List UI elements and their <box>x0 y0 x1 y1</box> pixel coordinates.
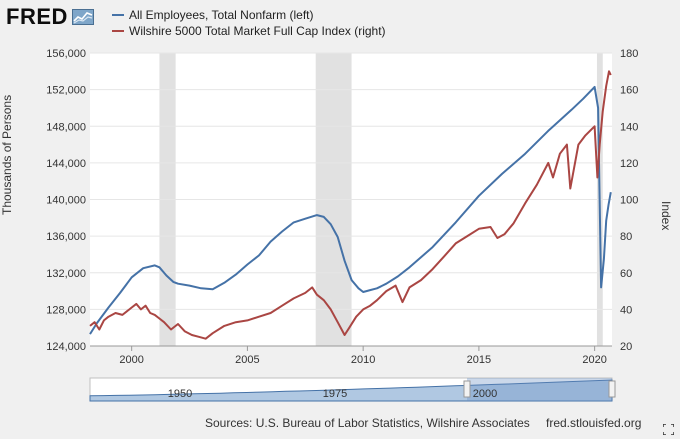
legend-swatch-wilshire <box>112 30 124 32</box>
fred-logo[interactable]: FRED <box>6 4 94 30</box>
y-right-tick-label: 120 <box>620 158 638 170</box>
fullscreen-icon[interactable] <box>663 424 674 435</box>
navigator-handle-left[interactable] <box>463 380 471 398</box>
y-right-tick-label: 40 <box>620 304 632 316</box>
y-left-tick-label: 132,000 <box>46 268 86 280</box>
chart-area[interactable]: 124,000 128,000 132,000 136,000 140,000 144,0… <box>0 0 680 410</box>
y-right-tick-label: 80 <box>620 231 632 243</box>
x-tick-label: 2010 <box>351 354 375 366</box>
navigator-area <box>89 379 613 402</box>
x-tick-label: 2020 <box>582 354 606 366</box>
y-left-tick-label: 124,000 <box>46 341 86 353</box>
navigator-label: 2000 <box>473 388 497 400</box>
y-right-tick-label: 20 <box>620 341 632 353</box>
line-chart-icon <box>71 9 94 25</box>
x-tick-label: 2015 <box>467 354 491 366</box>
y-left-tick-label: 152,000 <box>46 85 86 97</box>
x-tick-label: 2000 <box>119 354 143 366</box>
series-line-employees[interactable] <box>89 85 612 335</box>
navigator-label: 1975 <box>323 388 347 400</box>
y-left-tick-label: 156,000 <box>46 48 86 60</box>
legend-swatch-employees <box>112 14 124 16</box>
range-navigator[interactable]: 1950 1975 2000 <box>89 377 616 402</box>
fred-url[interactable]: fred.stlouisfed.org <box>546 416 642 430</box>
y-left-tick-label: 148,000 <box>46 121 86 133</box>
y-right-tick-label: 100 <box>620 195 638 207</box>
navigator-handle-right[interactable] <box>608 380 616 398</box>
chart-legend: All Employees, Total Nonfarm (left) Wils… <box>112 7 386 39</box>
legend-label-wilshire: Wilshire 5000 Total Market Full Cap Inde… <box>129 24 386 38</box>
y-left-tick-label: 136,000 <box>46 231 86 243</box>
legend-item-employees[interactable]: All Employees, Total Nonfarm (left) <box>112 7 386 23</box>
y-left-tick-label: 140,000 <box>46 195 86 207</box>
fred-logo-text: FRED <box>6 4 68 29</box>
y-left-tick-label: 144,000 <box>46 158 86 170</box>
navigator-label: 1950 <box>168 388 192 400</box>
x-tick-label: 2005 <box>235 354 259 366</box>
y-right-tick-label: 180 <box>620 48 638 60</box>
legend-label-employees: All Employees, Total Nonfarm (left) <box>129 8 314 22</box>
y-left-tick-label: 128,000 <box>46 304 86 316</box>
navigator-selection[interactable] <box>467 378 612 401</box>
series-line-wilshire[interactable] <box>89 70 612 340</box>
y-right-tick-label: 140 <box>620 121 638 133</box>
legend-item-wilshire[interactable]: Wilshire 5000 Total Market Full Cap Inde… <box>112 23 386 39</box>
sources-text: Sources: U.S. Bureau of Labor Statistics… <box>205 416 530 430</box>
y-right-tick-label: 160 <box>620 85 638 97</box>
y-right-tick-label: 60 <box>620 268 632 280</box>
